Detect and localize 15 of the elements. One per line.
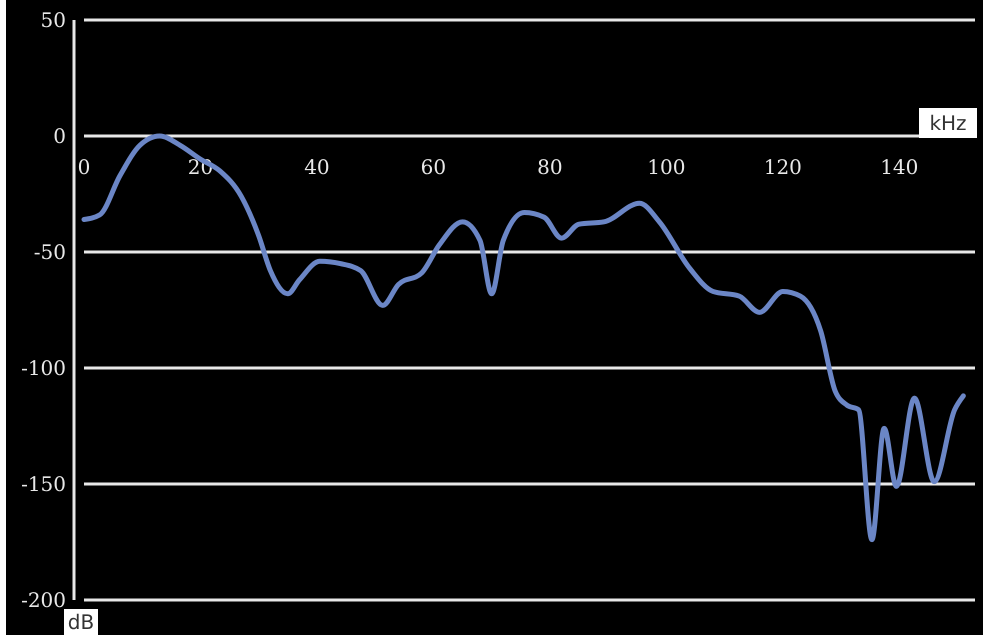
- x-tick-label: 120: [764, 155, 802, 179]
- y-tick-label: -100: [21, 356, 66, 380]
- x-tick-label: 40: [304, 155, 330, 179]
- x-tick-label: 100: [647, 155, 686, 179]
- y-tick-label: 50: [40, 8, 66, 32]
- y-tick-label: -50: [34, 240, 66, 264]
- x-tick-label: 0: [78, 155, 90, 179]
- x-tick-label: 60: [420, 155, 446, 179]
- y-axis-title: dB: [68, 610, 94, 634]
- x-tick-label: 80: [537, 155, 563, 179]
- y-tick-label: -200: [21, 588, 66, 612]
- y-tick-label: 0: [53, 124, 66, 148]
- x-tick-label: 140: [880, 155, 918, 179]
- x-axis-title: kHz: [929, 111, 967, 135]
- y-tick-label: -150: [21, 472, 66, 496]
